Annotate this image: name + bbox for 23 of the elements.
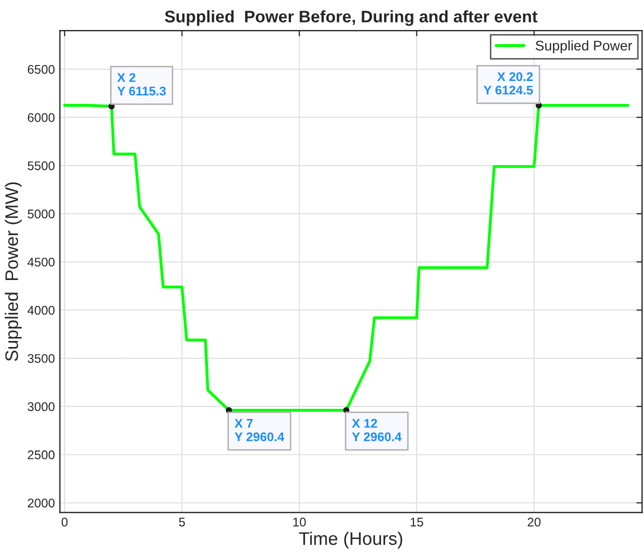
x-axis-title: Time (Hours) bbox=[299, 532, 402, 549]
y-axis-title: Supplied Power (MW) bbox=[4, 182, 22, 362]
y-tick-label: 5000 bbox=[28, 210, 55, 218]
x-tick-label: 0 bbox=[62, 518, 68, 526]
chart-title: Supplied Power Before, During and after event bbox=[164, 10, 538, 26]
annotation: X 7 Y 2960.4 bbox=[234, 419, 284, 442]
y-tick-label: 6000 bbox=[28, 113, 55, 122]
y-tick-label: 3000 bbox=[28, 402, 55, 412]
y-tick-label: 4000 bbox=[28, 306, 55, 315]
y-tick-label: 2000 bbox=[28, 498, 55, 508]
annotation: X 12 Y 2960.4 bbox=[352, 418, 402, 442]
y-tick-label: 4500 bbox=[28, 258, 55, 267]
y-tick-label: 6500 bbox=[28, 64, 55, 74]
annotation: X 20.2 Y 6124.5 bbox=[484, 72, 533, 95]
y-tick-label: 3500 bbox=[28, 354, 55, 363]
annotation: X 2 Y 6115.3 bbox=[117, 73, 166, 96]
legend-label: Supplied Power bbox=[536, 40, 632, 54]
y-tick-label: 5500 bbox=[28, 161, 55, 170]
y-tick-label: 2500 bbox=[28, 450, 55, 460]
x-tick-label: 5 bbox=[178, 518, 185, 526]
x-tick-label: 10 bbox=[293, 518, 306, 526]
x-tick-label: 15 bbox=[410, 518, 424, 526]
x-tick-label: 20 bbox=[528, 518, 541, 526]
